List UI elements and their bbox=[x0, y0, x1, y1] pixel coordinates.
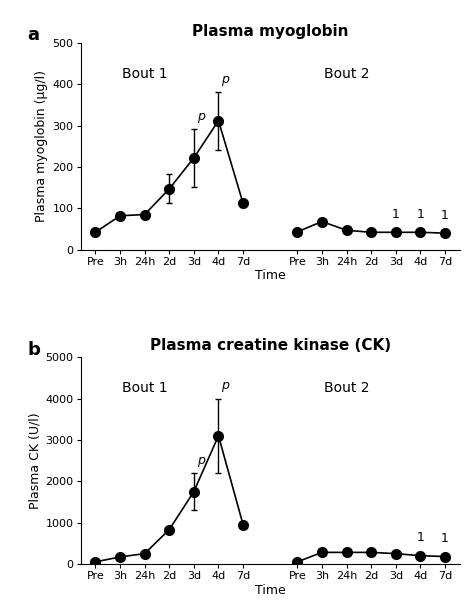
Title: Plasma creatine kinase (CK): Plasma creatine kinase (CK) bbox=[150, 338, 391, 353]
Text: 1: 1 bbox=[441, 209, 449, 222]
X-axis label: Time: Time bbox=[255, 269, 285, 283]
Text: p: p bbox=[221, 72, 229, 85]
Text: Bout 1: Bout 1 bbox=[122, 381, 167, 395]
Y-axis label: Plasma myoglobin (μg/l): Plasma myoglobin (μg/l) bbox=[36, 70, 48, 223]
Text: Bout 1: Bout 1 bbox=[122, 67, 167, 81]
Text: a: a bbox=[27, 26, 39, 44]
Text: Bout 2: Bout 2 bbox=[324, 381, 369, 395]
Text: 1: 1 bbox=[441, 532, 449, 545]
Text: p: p bbox=[197, 110, 205, 123]
Text: 1: 1 bbox=[417, 531, 424, 544]
X-axis label: Time: Time bbox=[255, 584, 285, 596]
Text: 1: 1 bbox=[417, 208, 424, 221]
Text: b: b bbox=[27, 341, 40, 359]
Text: p: p bbox=[197, 454, 205, 466]
Text: p: p bbox=[221, 379, 229, 392]
Y-axis label: Plasma CK (U/l): Plasma CK (U/l) bbox=[28, 413, 41, 509]
Text: 1: 1 bbox=[392, 208, 400, 221]
Title: Plasma myoglobin: Plasma myoglobin bbox=[192, 24, 348, 39]
Text: Bout 2: Bout 2 bbox=[324, 67, 369, 81]
